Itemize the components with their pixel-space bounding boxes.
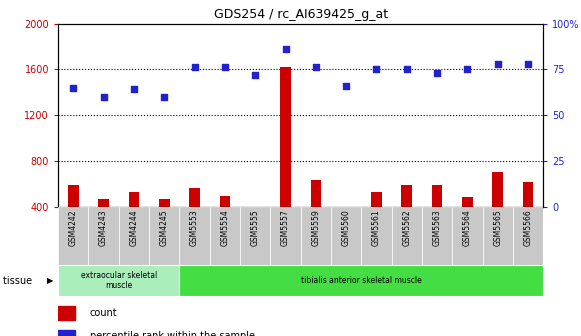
Bar — [88, 207, 119, 265]
Bar — [483, 207, 513, 265]
Bar — [392, 207, 422, 265]
Text: extraocular skeletal
muscle: extraocular skeletal muscle — [81, 271, 157, 290]
Point — [493, 61, 503, 67]
Bar — [210, 207, 240, 265]
Bar — [180, 265, 543, 296]
Point — [463, 67, 472, 72]
Point — [372, 67, 381, 72]
Bar — [493, 172, 503, 207]
Bar — [149, 207, 180, 265]
Text: GSM5561: GSM5561 — [372, 210, 381, 246]
Bar — [331, 207, 361, 265]
Bar — [270, 207, 301, 265]
Bar — [361, 207, 392, 265]
Bar — [119, 207, 149, 265]
Point — [220, 65, 229, 70]
Text: GSM4243: GSM4243 — [99, 210, 108, 246]
Bar — [310, 180, 321, 207]
Point — [342, 83, 351, 88]
Text: GSM5563: GSM5563 — [433, 210, 442, 246]
Bar — [189, 188, 200, 207]
Bar — [68, 185, 78, 207]
Bar — [58, 265, 180, 296]
Text: GSM4245: GSM4245 — [160, 210, 168, 246]
Text: GSM5554: GSM5554 — [220, 210, 229, 246]
Text: count: count — [89, 308, 117, 318]
Text: percentile rank within the sample: percentile rank within the sample — [89, 332, 254, 336]
Text: GSM4244: GSM4244 — [130, 210, 138, 246]
Text: GSM5564: GSM5564 — [463, 210, 472, 246]
Point — [402, 67, 411, 72]
Bar — [280, 67, 291, 207]
Bar — [159, 199, 170, 207]
Bar — [180, 207, 210, 265]
Bar — [301, 207, 331, 265]
Bar — [513, 207, 543, 265]
Point — [432, 70, 442, 76]
Text: GSM5566: GSM5566 — [523, 210, 533, 246]
Text: GSM5565: GSM5565 — [493, 210, 502, 246]
Text: tibialis anterior skeletal muscle: tibialis anterior skeletal muscle — [301, 276, 422, 285]
Bar — [58, 306, 75, 320]
Text: GSM5553: GSM5553 — [190, 210, 199, 246]
Bar — [523, 182, 533, 207]
Bar — [422, 207, 452, 265]
Bar — [220, 196, 230, 207]
Point — [523, 61, 533, 67]
Point — [250, 72, 260, 78]
Point — [69, 85, 78, 90]
Bar — [401, 185, 412, 207]
Bar — [58, 207, 88, 265]
Title: GDS254 / rc_AI639425_g_at: GDS254 / rc_AI639425_g_at — [214, 8, 388, 21]
Point — [99, 94, 108, 99]
Bar — [58, 330, 75, 336]
Text: GSM5562: GSM5562 — [402, 210, 411, 246]
Bar — [371, 192, 382, 207]
Point — [281, 46, 290, 52]
Point — [129, 87, 138, 92]
Text: GSM4242: GSM4242 — [69, 210, 78, 246]
Bar — [250, 207, 260, 211]
Text: GSM5560: GSM5560 — [342, 210, 351, 246]
Text: GSM5557: GSM5557 — [281, 210, 290, 246]
Bar — [240, 207, 270, 265]
Text: GSM5559: GSM5559 — [311, 210, 320, 246]
Bar — [128, 192, 139, 207]
Bar — [341, 207, 352, 213]
Point — [190, 65, 199, 70]
Point — [311, 65, 321, 70]
Bar — [432, 185, 442, 207]
Text: GSM5555: GSM5555 — [250, 210, 260, 246]
Bar — [98, 199, 109, 207]
Bar — [452, 207, 483, 265]
Bar — [462, 198, 473, 207]
Text: tissue: tissue — [3, 276, 35, 286]
Point — [160, 94, 169, 99]
Text: ▶: ▶ — [46, 276, 53, 285]
